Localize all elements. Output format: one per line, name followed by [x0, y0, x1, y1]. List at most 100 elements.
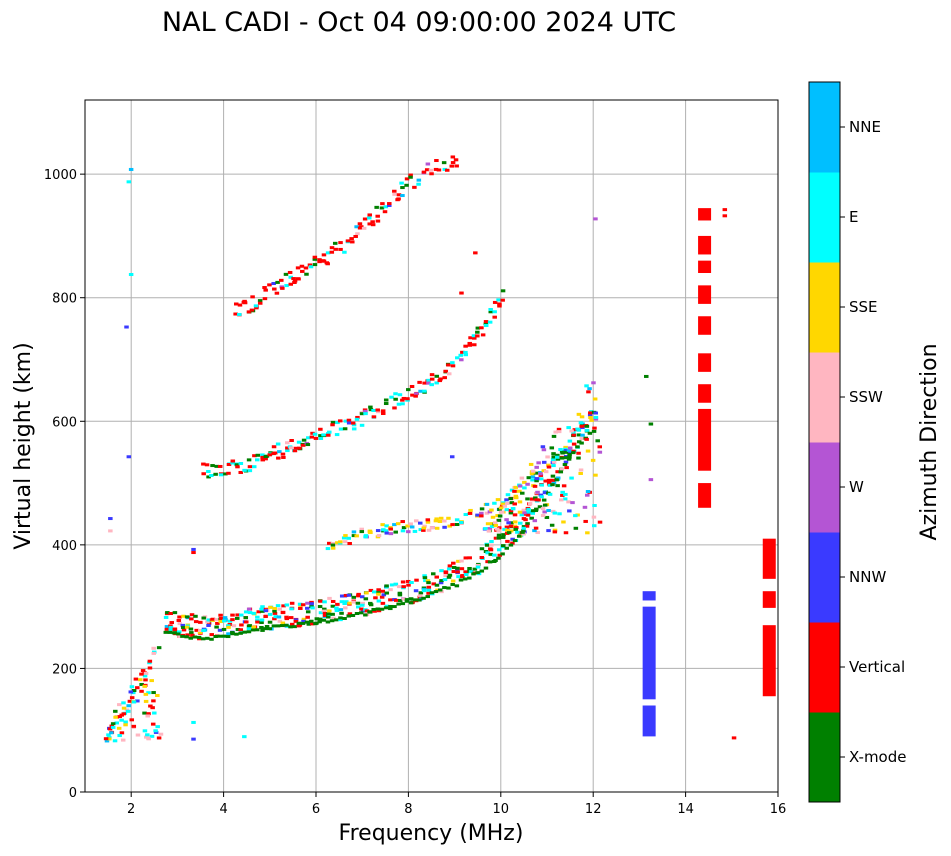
echo-point — [277, 619, 283, 623]
echo-point — [197, 630, 203, 634]
echo-point — [275, 442, 281, 446]
echo-point — [155, 694, 160, 698]
echo-point — [556, 430, 562, 434]
echo-point — [418, 591, 424, 595]
echo-point — [308, 265, 314, 269]
echo-point — [230, 631, 235, 635]
echo-column — [698, 384, 712, 403]
echo-point — [327, 541, 332, 545]
echo-point — [497, 553, 503, 557]
echo-point — [327, 596, 332, 600]
echo-point — [238, 631, 243, 635]
echo-point — [214, 464, 219, 468]
echo-point — [367, 529, 373, 533]
echo-point — [396, 193, 402, 197]
echo-point — [508, 543, 514, 547]
echo-point — [306, 436, 311, 440]
echo-point — [546, 463, 551, 467]
echo-point — [259, 607, 264, 611]
echo-point — [296, 621, 302, 625]
echo-point — [300, 269, 305, 273]
echo-point — [139, 689, 144, 693]
echo-point — [443, 369, 448, 373]
echo-point — [251, 625, 257, 629]
echo-point — [550, 474, 556, 478]
echo-point — [400, 602, 406, 606]
echo-point — [595, 439, 600, 443]
echo-point — [553, 430, 558, 434]
echo-point — [326, 432, 331, 436]
echo-point — [318, 434, 323, 438]
echo-point — [555, 453, 560, 457]
echo-point — [331, 616, 336, 620]
echo-point — [260, 455, 265, 459]
echo-point — [135, 733, 141, 737]
echo-point — [359, 595, 365, 599]
echo-point — [530, 511, 535, 515]
echo-point — [471, 572, 476, 576]
echo-point — [343, 593, 349, 597]
echo-point — [363, 613, 368, 617]
echo-point — [463, 556, 469, 560]
echo-point — [338, 540, 343, 544]
echo-point — [495, 498, 501, 502]
echo-point — [180, 625, 186, 629]
echo-point — [393, 582, 399, 586]
echo-point — [492, 559, 497, 563]
echo-point — [148, 704, 153, 708]
echo-point — [648, 478, 654, 482]
echo-point — [591, 524, 597, 528]
echo-point — [521, 529, 526, 533]
echo-point — [446, 586, 451, 590]
echo-point — [564, 466, 569, 470]
echo-point — [414, 578, 419, 582]
echo-point — [334, 609, 340, 613]
echo-point — [383, 606, 389, 610]
echo-point — [123, 720, 128, 724]
echo-point — [519, 513, 525, 517]
echo-point — [587, 413, 593, 417]
echo-point — [426, 588, 432, 592]
echo-point — [413, 394, 418, 398]
echo-point — [417, 380, 422, 384]
echo-point — [587, 431, 593, 435]
echo-point — [566, 448, 572, 452]
echo-point — [421, 526, 427, 530]
echo-point — [106, 733, 111, 737]
echo-point — [400, 186, 405, 190]
echo-point — [206, 475, 211, 479]
echo-point — [307, 263, 313, 267]
echo-point — [591, 515, 597, 519]
echo-point — [147, 666, 153, 670]
echo-point — [103, 737, 109, 741]
echo-point — [330, 423, 335, 427]
echo-point — [215, 621, 220, 625]
x-axis-ticks: 2 4 6 8 10 12 14 16 — [127, 792, 786, 817]
echo-point — [345, 239, 351, 243]
echo-point — [579, 415, 585, 419]
echo-point — [280, 286, 285, 290]
echo-point — [267, 620, 273, 624]
echo-point — [339, 600, 345, 604]
echo-point — [383, 402, 389, 406]
echo-point — [375, 219, 381, 223]
echo-point — [347, 601, 352, 605]
echo-point — [167, 630, 173, 634]
echo-point — [330, 546, 336, 550]
colorbar-tick-label: W — [849, 478, 864, 496]
echo-point — [412, 529, 418, 533]
echo-point — [343, 419, 349, 423]
echo-point — [525, 513, 531, 517]
echo-point — [539, 495, 544, 499]
echo-point — [571, 451, 576, 455]
echo-point — [239, 613, 244, 617]
echo-point — [413, 589, 419, 593]
echo-point — [117, 734, 122, 738]
echo-point — [400, 529, 406, 533]
echo-point — [149, 679, 154, 683]
echo-point — [329, 246, 335, 250]
echo-point — [153, 730, 159, 734]
echo-point — [460, 574, 465, 578]
echo-point — [129, 696, 135, 700]
echo-point — [383, 205, 389, 209]
